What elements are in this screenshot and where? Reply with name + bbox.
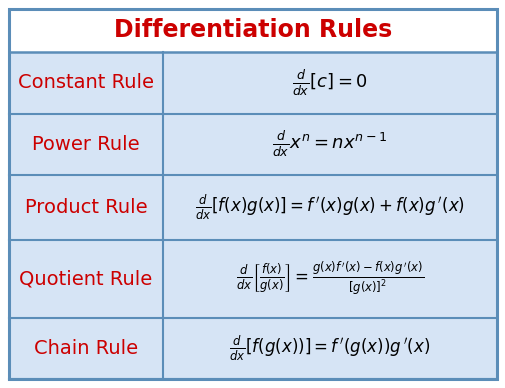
Text: Chain Rule: Chain Rule <box>34 339 138 358</box>
Bar <box>9 175 496 240</box>
Bar <box>9 114 496 175</box>
Text: Product Rule: Product Rule <box>25 198 147 217</box>
Text: Constant Rule: Constant Rule <box>18 73 154 92</box>
Bar <box>9 318 496 379</box>
Text: Power Rule: Power Rule <box>32 135 139 154</box>
Text: Differentiation Rules: Differentiation Rules <box>114 18 391 42</box>
Text: $\frac{d}{dx}[c]=0$: $\frac{d}{dx}[c]=0$ <box>291 68 367 98</box>
Text: $\frac{d}{dx}[f(x)g(x)]=f\,'(x)g(x)+f(x)g\,'(x)$: $\frac{d}{dx}[f(x)g(x)]=f\,'(x)g(x)+f(x)… <box>194 193 464 222</box>
Text: Quotient Rule: Quotient Rule <box>19 269 152 288</box>
Bar <box>9 52 496 114</box>
Text: $\frac{d}{dx}\left[\frac{f(x)}{g(x)}\right]=\frac{g(x)f\,'(x)-f(x)g\,'(x)}{\left: $\frac{d}{dx}\left[\frac{f(x)}{g(x)}\rig… <box>235 261 423 297</box>
Text: $\frac{d}{dx}x^{n}=nx^{n-1}$: $\frac{d}{dx}x^{n}=nx^{n-1}$ <box>272 130 386 159</box>
Bar <box>9 9 496 52</box>
Bar <box>9 240 496 318</box>
Text: $\frac{d}{dx}\left[f(g(x))\right]=f\,'(g(x))g\,'(x)$: $\frac{d}{dx}\left[f(g(x))\right]=f\,'(g… <box>229 334 430 364</box>
